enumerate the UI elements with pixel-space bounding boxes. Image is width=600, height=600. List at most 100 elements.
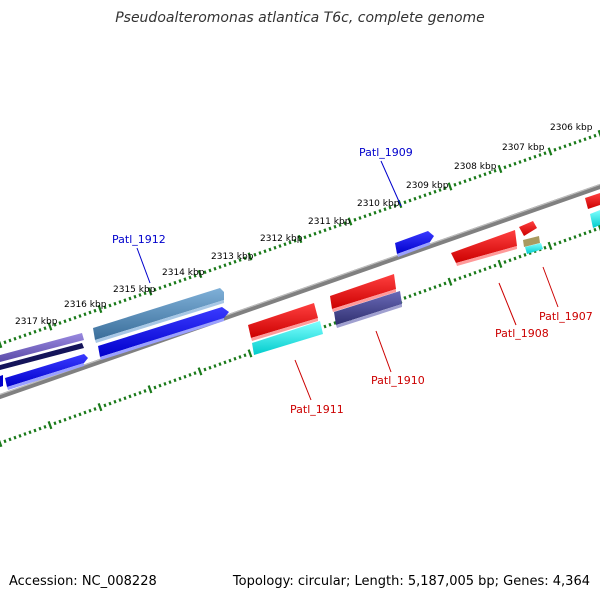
kbp-tick-2312: 2312 kbp	[260, 234, 303, 244]
lower-scale-tick	[333, 321, 337, 325]
leader-patl-1909	[380, 160, 402, 207]
upper-scale-tick	[383, 207, 387, 212]
lower-scale-tick	[468, 272, 472, 277]
lower-scale-tick	[197, 367, 203, 376]
genome-backbone	[0, 183, 600, 400]
upper-scale-tick	[418, 195, 422, 199]
lower-scale-tick	[233, 356, 237, 361]
gene-feature-cyan-small	[525, 243, 543, 254]
upper-scale-tick	[28, 331, 32, 336]
upper-scale-tick	[423, 193, 427, 198]
upper-scale-tick	[163, 284, 167, 289]
upper-scale-tick	[433, 189, 437, 194]
lower-scale-tick	[208, 365, 212, 370]
gene-feature-lavender	[0, 333, 84, 362]
upper-scale-tick	[328, 226, 332, 231]
upper-scale-tick	[8, 338, 12, 343]
lower-scale-tick	[503, 260, 507, 264]
upper-scale-tick	[253, 252, 257, 257]
leader-patl-1907	[542, 266, 559, 308]
lower-scale-tick	[53, 421, 57, 426]
lower-scale-tick	[133, 392, 137, 397]
upper-scale-tick	[113, 301, 117, 306]
lower-scale-tick	[113, 399, 117, 404]
gene-label-patl-1911: Patl_1911	[290, 403, 344, 416]
lower-scale-tick	[518, 254, 522, 259]
lower-scale-tick	[223, 360, 227, 365]
lower-scale-tick	[83, 410, 87, 415]
lower-scale-tick	[68, 416, 72, 420]
kbp-tick-2316: 2316 kbp	[64, 300, 107, 310]
lower-scale-tick	[438, 283, 442, 288]
lower-scale-tick	[488, 265, 492, 270]
lower-scale-tick	[547, 241, 553, 251]
upper-scale-tick	[97, 304, 103, 314]
upper-scale-tick	[238, 258, 242, 262]
upper-scale-tick	[13, 336, 17, 341]
lower-scale-tick	[173, 378, 177, 383]
upper-scale-tick	[247, 252, 253, 261]
upper-scale-tick	[368, 212, 372, 217]
lower-scale-tick	[58, 419, 62, 424]
lower-scale-tick	[588, 229, 592, 234]
upper-scale-tick	[268, 247, 272, 252]
leader-patl-1908	[498, 282, 517, 326]
upper-scale-tick	[553, 147, 557, 152]
upper-scale-tick	[428, 191, 432, 196]
gene-feature-cyan-long	[252, 321, 323, 355]
upper-scale-tick	[258, 251, 262, 255]
upper-scale-tick	[447, 182, 453, 191]
gene-feature-patl-1910-shadow	[332, 289, 396, 312]
lower-scale-tick	[163, 381, 167, 386]
upper-scale-tick	[208, 268, 212, 273]
upper-scale-tick	[313, 231, 317, 236]
gene-feature-cyan-edge	[590, 210, 600, 228]
upper-scale-tick	[413, 196, 417, 201]
lower-scale-tick	[238, 355, 242, 359]
upper-scale-tick	[233, 259, 237, 264]
gene-feature-blue-long	[98, 307, 229, 357]
lower-scale-tick	[38, 426, 42, 431]
lower-scale-tick	[497, 259, 503, 268]
upper-scale-tick	[458, 181, 462, 185]
upper-scale-tick	[203, 270, 207, 275]
upper-scale-tick	[38, 328, 42, 332]
lower-scale-tick	[218, 362, 222, 367]
upper-scale-tick	[388, 205, 392, 210]
lower-scale-tick	[463, 274, 467, 279]
lower-scale-tick	[408, 294, 412, 298]
upper-scale-tick	[58, 321, 62, 325]
reverse-gene-features	[248, 210, 600, 355]
upper-scale-tick	[403, 200, 407, 205]
lower-scale-tick	[328, 322, 332, 327]
upper-scale-tick	[63, 319, 67, 324]
upper-scale-tick	[123, 298, 127, 303]
gene-feature-red-edge	[585, 193, 600, 209]
gene-feature-patl-1910	[330, 274, 396, 309]
upper-scale-tick	[183, 277, 187, 282]
upper-scale-tick	[273, 245, 277, 250]
lower-scale-tick	[153, 385, 157, 390]
lower-scale-tick	[93, 407, 97, 411]
upper-scale-tick	[378, 209, 382, 213]
upper-scale-tick	[23, 333, 27, 338]
upper-scale-tick	[197, 269, 203, 279]
lower-scale-tick	[447, 277, 453, 286]
lower-scale-tick	[118, 398, 122, 402]
upper-scale-tick	[588, 135, 592, 140]
upper-scale-tick	[213, 266, 217, 271]
gene-feature-patl-1908	[451, 230, 517, 263]
gene-feature-patl-1911-shadow	[251, 318, 318, 341]
upper-scale-tick	[513, 161, 517, 166]
genome-backbone-highlight	[0, 183, 600, 396]
lower-scale-tick	[193, 371, 197, 376]
upper-scale-tick	[83, 312, 87, 317]
upper-scale-tick	[278, 244, 282, 248]
lower-scale-tick	[78, 412, 82, 417]
lower-scale-tick	[128, 394, 132, 399]
upper-scale-tick	[563, 144, 567, 149]
lower-scale-tick	[158, 383, 162, 388]
accession-text: Accession: NC_008228	[9, 574, 157, 589]
genome-summary-text: Topology: circular; Length: 5,187,005 bp…	[232, 574, 590, 589]
